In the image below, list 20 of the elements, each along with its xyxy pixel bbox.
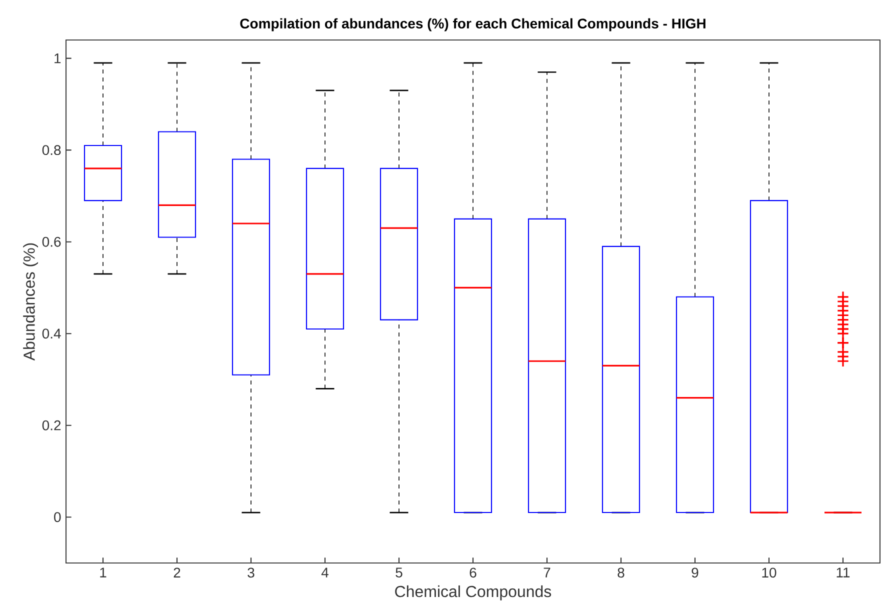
x-tick-label: 4 — [321, 568, 328, 578]
x-tick-label: 6 — [470, 568, 476, 578]
x-tick-label: 2 — [174, 568, 180, 578]
x-tick-label: 3 — [248, 568, 254, 578]
x-tick-label: 1 — [100, 568, 106, 578]
chart-title: Compilation of abundances (%) for each Chemical Compounds - HIGH — [240, 18, 706, 32]
y-tick-label: 1 — [54, 54, 61, 64]
y-axis-title: Abundances (%) — [23, 243, 38, 361]
y-tick-label: 0.8 — [42, 145, 61, 156]
x-tick-label: 11 — [836, 568, 850, 578]
x-tick-label: 10 — [762, 568, 776, 578]
x-tick-label: 5 — [396, 568, 402, 578]
y-tick-label: 0 — [54, 512, 61, 522]
y-tick-label: 0.4 — [42, 328, 61, 339]
y-tick-label: 0.6 — [42, 236, 61, 247]
x-axis-title: Chemical Compounds — [395, 585, 552, 600]
y-tick-label: 0.2 — [42, 420, 61, 430]
x-tick-label: 7 — [544, 568, 550, 578]
x-tick-label: 8 — [618, 568, 624, 578]
x-tick-label: 9 — [692, 568, 698, 578]
